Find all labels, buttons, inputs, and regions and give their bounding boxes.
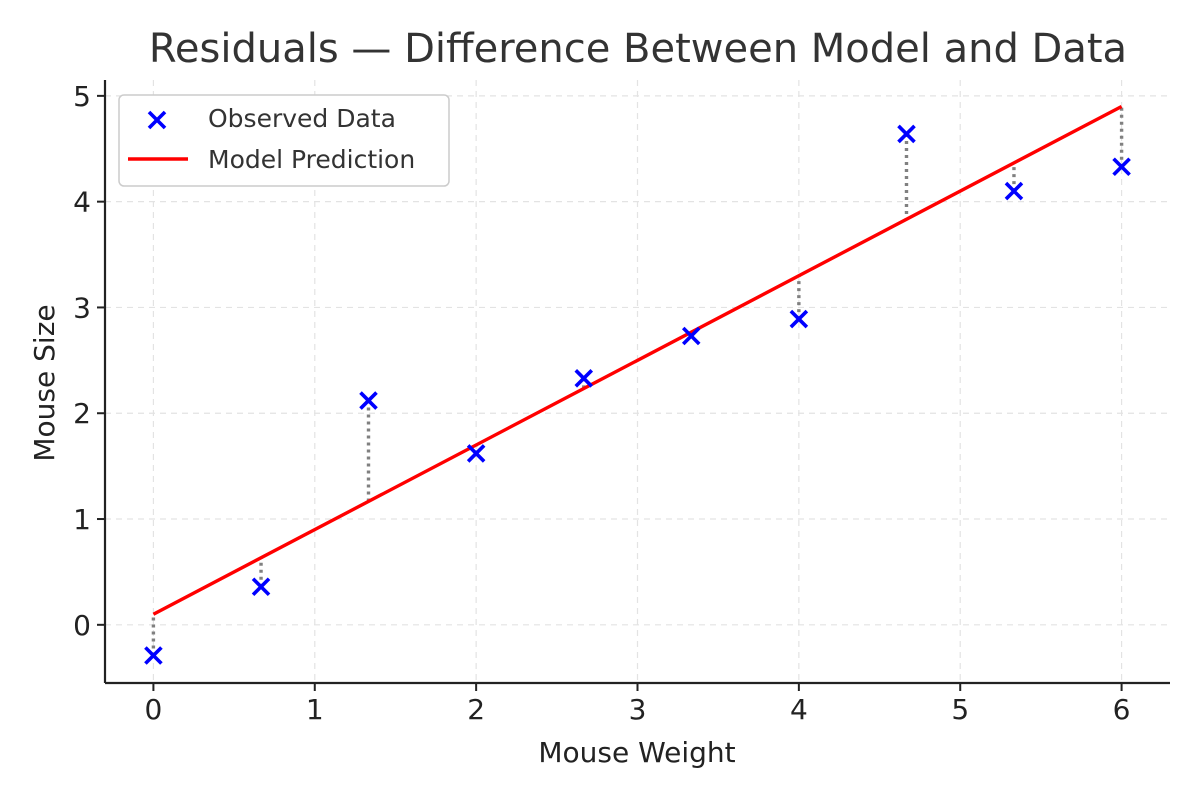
- observed-markers: [144, 124, 1131, 665]
- observed-point: [789, 309, 809, 329]
- observed-point: [1112, 157, 1131, 177]
- y-axis-ticks: 0 1 2 3 4 5: [73, 80, 105, 642]
- model-prediction-line: [152, 104, 1123, 616]
- y-tick-label: 5: [73, 80, 91, 113]
- observed-point: [359, 391, 378, 410]
- y-tick-label: 2: [73, 397, 91, 430]
- observed-point: [574, 369, 594, 388]
- legend: Observed Data Model Prediction: [118, 94, 450, 187]
- x-axis-label: Mouse Weight: [538, 736, 735, 769]
- y-tick-label: 4: [73, 186, 91, 219]
- observed-point: [897, 124, 916, 144]
- x-tick-label: 5: [951, 693, 969, 726]
- observed-point: [466, 444, 486, 463]
- y-tick-label: 1: [73, 503, 91, 536]
- y-tick-label: 3: [73, 291, 91, 324]
- legend-entry-observed: Observed Data: [208, 104, 396, 133]
- y-axis-label: Mouse Size: [28, 304, 61, 461]
- observed-point: [251, 577, 271, 597]
- x-tick-label: 0: [144, 693, 162, 726]
- x-tick-label: 1: [306, 693, 324, 726]
- model-line-layer: [152, 104, 1123, 616]
- x-tick-label: 4: [790, 693, 808, 726]
- x-tick-label: 3: [629, 693, 647, 726]
- x-axis-ticks: 0 1 2 3 4 5 6: [144, 683, 1131, 726]
- legend-marker-icon: [147, 110, 167, 130]
- observed-point: [1004, 181, 1024, 201]
- legend-entry-model: Model Prediction: [208, 145, 415, 174]
- x-tick-label: 2: [467, 693, 485, 726]
- x-tick-label: 6: [1113, 693, 1131, 726]
- legend-frame: [118, 94, 450, 187]
- observed-point: [144, 646, 163, 665]
- chart-title: Residuals — Difference Between Model and…: [149, 26, 1127, 72]
- y-tick-label: 0: [73, 609, 91, 642]
- observed-point: [681, 326, 701, 346]
